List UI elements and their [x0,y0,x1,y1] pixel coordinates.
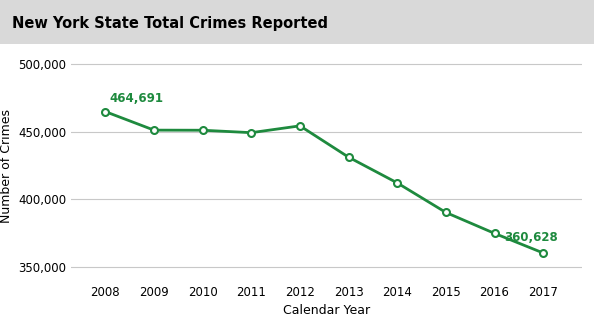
Text: 464,691: 464,691 [109,92,163,105]
X-axis label: Calendar Year: Calendar Year [283,304,370,318]
Text: 360,628: 360,628 [504,231,558,244]
Y-axis label: Number of Crimes: Number of Crimes [0,109,12,223]
Text: New York State Total Crimes Reported: New York State Total Crimes Reported [12,16,328,31]
